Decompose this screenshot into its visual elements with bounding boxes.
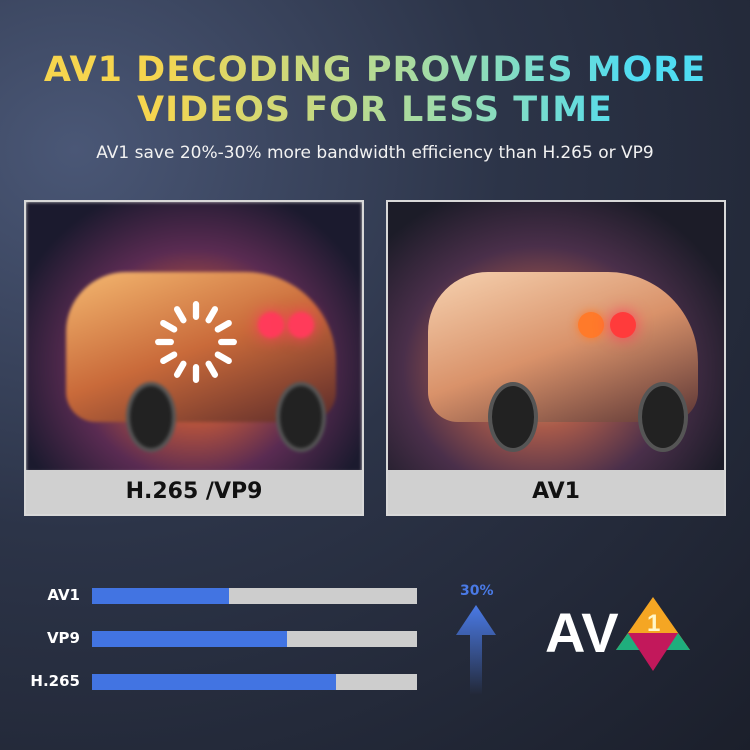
spinner-tick (173, 306, 187, 324)
bar-track (92, 674, 417, 690)
spinner-tick (160, 351, 178, 365)
bar-label: VP9 (46, 629, 80, 647)
improvement-value: 30% (460, 583, 494, 599)
comparison-panel-av1: AV1 (386, 200, 726, 516)
spinner-tick (205, 306, 219, 324)
arrow-up-icon (456, 605, 496, 695)
svg-text:AV: AV (545, 601, 619, 664)
page-subtitle: AV1 save 20%-30% more bandwidth efficien… (96, 143, 654, 163)
comparison-panel-h265: H.265 /VP9 (24, 200, 364, 516)
spinner-tick (214, 319, 232, 333)
loading-spinner-icon (155, 301, 237, 383)
car-image-sharp (388, 202, 724, 472)
bar-track (92, 588, 417, 604)
av1-logo: AV 1 (545, 597, 690, 671)
label-av1: AV1 (388, 470, 724, 514)
page-title: AV1 DECODING PROVIDES MORE VIDEOS FOR LE… (0, 50, 750, 130)
bar-track (92, 631, 417, 647)
spinner-tick (173, 360, 187, 378)
spinner-tick (214, 351, 232, 365)
spinner-tick (205, 360, 219, 378)
bar-fill (92, 588, 229, 604)
bar-fill (92, 674, 336, 690)
bar-row: AV1 (0, 586, 430, 606)
bar-row: VP9 (0, 629, 430, 649)
bar-label: H.265 (30, 672, 80, 690)
car-image-blurry (26, 202, 362, 472)
bar-fill (92, 631, 287, 647)
bar-row: H.265 (0, 672, 430, 692)
label-h265-vp9: H.265 /VP9 (26, 470, 362, 514)
spinner-tick (160, 319, 178, 333)
svg-text:1: 1 (647, 610, 660, 637)
bar-label: AV1 (47, 586, 80, 604)
